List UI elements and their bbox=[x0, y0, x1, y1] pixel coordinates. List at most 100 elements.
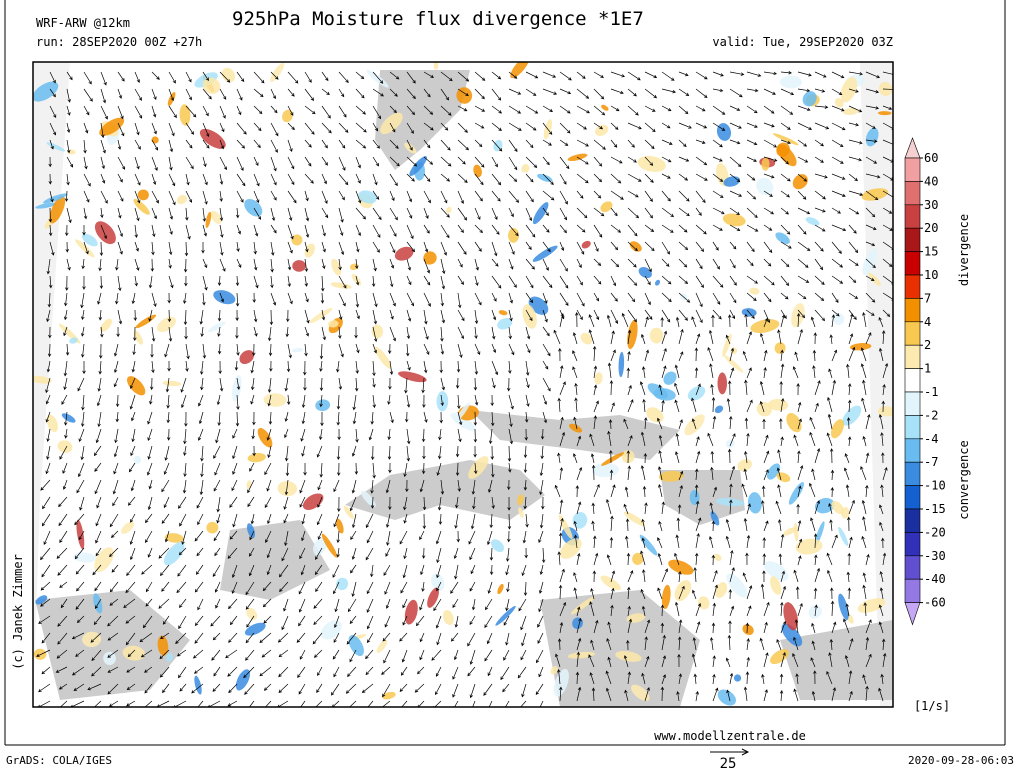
wind-arrow bbox=[244, 683, 255, 695]
wind-arrow bbox=[473, 462, 478, 475]
wind-arrow bbox=[508, 173, 518, 182]
wind-arrow bbox=[160, 564, 170, 576]
wind-arrow bbox=[644, 349, 650, 362]
wind-arrow bbox=[677, 504, 682, 515]
wind-arrow bbox=[474, 309, 479, 325]
wind-arrow bbox=[729, 567, 735, 583]
wind-arrow bbox=[542, 156, 550, 166]
wind-arrow bbox=[474, 139, 483, 148]
wind-arrow bbox=[576, 224, 586, 233]
wind-arrow bbox=[278, 666, 289, 678]
wind-arrow bbox=[708, 329, 714, 345]
shading-patch bbox=[618, 351, 625, 378]
wind-arrow bbox=[130, 445, 136, 457]
wind-arrow bbox=[131, 292, 136, 305]
wind-arrow bbox=[505, 632, 510, 646]
wind-arrow bbox=[354, 377, 359, 392]
wind-arrow bbox=[610, 241, 619, 251]
shading-patch bbox=[206, 521, 219, 534]
wind-arrow bbox=[508, 71, 518, 79]
wind-arrow bbox=[387, 428, 391, 441]
wind-arrow bbox=[184, 411, 188, 427]
wind-arrow bbox=[218, 360, 222, 375]
wind-arrow bbox=[41, 666, 51, 675]
wind-arrow bbox=[253, 258, 258, 271]
wind-arrow bbox=[591, 520, 595, 532]
wind-arrow bbox=[372, 207, 382, 221]
wind-arrow bbox=[831, 275, 844, 284]
wind-arrow bbox=[185, 88, 192, 101]
wind-arrow bbox=[661, 156, 672, 163]
wind-arrow bbox=[228, 598, 238, 610]
wind-arrow bbox=[236, 258, 242, 268]
wind-arrow bbox=[278, 683, 289, 694]
wind-arrow bbox=[40, 547, 51, 561]
wind-arrow bbox=[763, 224, 773, 231]
wind-arrow bbox=[589, 672, 595, 685]
wind-arrow bbox=[525, 360, 530, 376]
wind-arrow bbox=[266, 564, 272, 576]
wind-arrow bbox=[487, 666, 493, 677]
wind-arrow bbox=[695, 690, 699, 702]
wind-arrow bbox=[178, 496, 187, 509]
wind-arrow bbox=[607, 621, 612, 634]
wind-arrow bbox=[780, 436, 784, 447]
wind-arrow bbox=[333, 615, 340, 629]
wind-arrow bbox=[828, 368, 833, 379]
wind-arrow bbox=[455, 462, 460, 477]
wind-arrow bbox=[797, 173, 808, 182]
wind-arrow bbox=[65, 224, 69, 237]
wind-arrow bbox=[814, 122, 830, 130]
wind-arrow bbox=[727, 448, 732, 464]
wind-arrow bbox=[94, 581, 102, 592]
wind-arrow bbox=[338, 173, 349, 186]
wind-arrow bbox=[48, 224, 53, 237]
wind-arrow bbox=[729, 549, 734, 566]
wind-arrow bbox=[848, 71, 863, 76]
wind-arrow bbox=[232, 513, 238, 528]
wind-arrow bbox=[491, 224, 500, 235]
wind-arrow bbox=[457, 258, 463, 268]
wind-arrow bbox=[729, 465, 736, 481]
wind-arrow bbox=[287, 139, 293, 152]
wind-arrow bbox=[627, 586, 631, 600]
wind-arrow bbox=[508, 326, 512, 340]
wind-arrow bbox=[644, 316, 649, 328]
wind-arrow bbox=[678, 292, 691, 303]
wind-arrow bbox=[215, 428, 221, 444]
wind-arrow bbox=[117, 156, 126, 170]
wind-arrow bbox=[559, 622, 564, 634]
wind-arrow bbox=[117, 122, 125, 137]
wind-arrow bbox=[270, 139, 278, 153]
wind-arrow bbox=[319, 394, 323, 408]
shading-patch bbox=[133, 198, 150, 215]
reference-vector-head bbox=[741, 748, 750, 756]
wind-arrow bbox=[814, 554, 818, 566]
wind-arrow bbox=[457, 71, 470, 82]
wind-arrow bbox=[797, 485, 802, 498]
colorbar-label: -60 bbox=[924, 596, 946, 610]
wind-arrow bbox=[63, 326, 68, 337]
shading-patch bbox=[456, 87, 473, 104]
wind-arrow bbox=[814, 207, 826, 213]
wind-arrow bbox=[80, 326, 85, 337]
wind-arrow bbox=[304, 173, 314, 184]
wind-arrow bbox=[192, 649, 204, 659]
wind-arrow bbox=[253, 88, 264, 98]
wind-arrow bbox=[780, 241, 792, 249]
wind-arrow bbox=[865, 156, 878, 164]
wind-arrow bbox=[168, 139, 174, 153]
wind-arrow bbox=[848, 333, 854, 345]
wind-arrow bbox=[542, 71, 557, 78]
wind-arrow bbox=[489, 564, 494, 576]
wind-arrow bbox=[283, 496, 289, 510]
wind-arrow bbox=[609, 380, 614, 396]
wind-arrow bbox=[216, 513, 221, 524]
wind-arrow bbox=[559, 365, 564, 379]
wind-arrow bbox=[539, 462, 544, 477]
wind-arrow bbox=[129, 377, 136, 390]
wind-arrow bbox=[525, 122, 537, 131]
wind-arrow bbox=[150, 258, 155, 272]
wind-arrow bbox=[627, 258, 637, 268]
wind-arrow bbox=[848, 139, 863, 145]
